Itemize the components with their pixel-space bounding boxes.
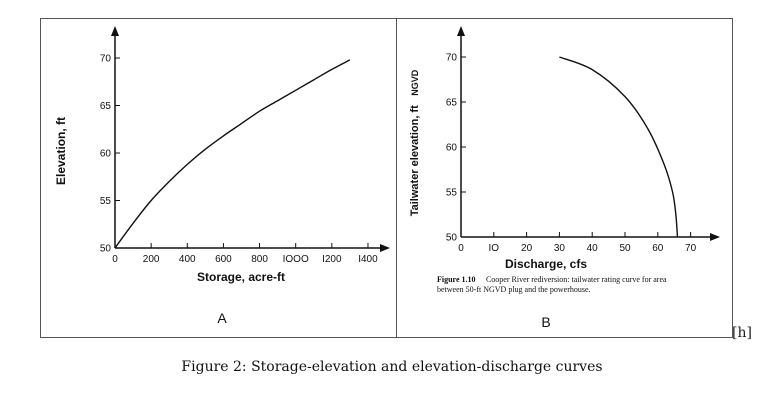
- x-tick-label: 70: [685, 243, 697, 254]
- x-tick-label: I200: [322, 254, 342, 265]
- x-tick-label: 60: [652, 243, 664, 254]
- y-tick-label: 60: [446, 143, 458, 154]
- x-tick-label: 40: [587, 243, 599, 254]
- chart-b-axes: 0 IO 20 30 40 50 60 70 50 55 60 65 70: [446, 26, 720, 254]
- x-tick-label: 0: [458, 243, 464, 254]
- x-tick-label: IOOO: [283, 254, 309, 265]
- y-tick-label: 55: [446, 188, 458, 199]
- chart-b-svg: 0 IO 20 30 40 50 60 70 50 55 60 65 70 Discharge, cfs…: [405, 26, 720, 330]
- x-tick-label: 30: [554, 243, 566, 254]
- chart-a-svg: 0 200 400 600 800 IOOO I200 I400 50 55 60 65 70 Stor…: [54, 26, 390, 326]
- chart-b-xlabel: Discharge, cfs: [505, 257, 587, 271]
- chart-b-panel-letter: B: [541, 314, 550, 330]
- y-tick-label: 55: [100, 196, 112, 207]
- panel-divider: [396, 18, 397, 338]
- x-tick-label: IO: [489, 243, 500, 254]
- y-tick-label: 65: [100, 101, 112, 112]
- chart-b-ylabel: Tailwater elevation, ft: [409, 105, 421, 216]
- chart-b-caption-label: Figure 1.10: [437, 275, 476, 284]
- figure-caption: Figure 2: Storage-elevation and elevatio…: [181, 359, 603, 375]
- x-tick-label: 0: [112, 254, 118, 265]
- y-axis-arrow: [457, 26, 465, 36]
- chart-b-caption-line2: between 50-ft NGVD plug and the powerhou…: [437, 285, 591, 294]
- x-tick-label: 20: [521, 243, 533, 254]
- chart-b-ylabel-text: Tailwater elevation, ft NGVD: [405, 69, 422, 216]
- figure-frame: [40, 18, 733, 338]
- chart-a-xlabel: Storage, acre-ft: [197, 270, 285, 284]
- x-tick-label: 200: [143, 254, 160, 265]
- y-tick-label: 70: [100, 54, 112, 65]
- series-line: [559, 56, 679, 238]
- x-axis-arrow: [710, 233, 720, 241]
- chart-a-axes: 0 200 400 600 800 IOOO I200 I400 50 55 60 65 70: [100, 26, 390, 265]
- panel-a: 0 200 400 600 800 IOOO I200 I400 50 55 60 65 70 Stor…: [41, 19, 396, 337]
- chart-b-caption-line1: Figure 1.10 Cooper River rediversion: ta…: [437, 269, 667, 286]
- x-tick-label: 600: [215, 254, 232, 265]
- y-tick-label: 50: [100, 244, 112, 255]
- y-tick-label: 60: [100, 149, 112, 160]
- y-tick-label: 50: [446, 233, 458, 244]
- x-tick-label: 50: [619, 243, 631, 254]
- chart-b-ylabel-group: Tailwater elevation, ft NGVD: [405, 69, 422, 216]
- x-axis-arrow: [380, 244, 390, 252]
- chart-b-series: [559, 56, 679, 238]
- chart-a-ylabel: Elevation, ft: [54, 117, 68, 185]
- x-tick-label: 400: [179, 254, 196, 265]
- x-tick-label: 800: [251, 254, 268, 265]
- chart-a-series: [114, 59, 351, 249]
- panel-b: 0 IO 20 30 40 50 60 70 50 55 60 65 70 Discharge, cfs…: [397, 19, 732, 337]
- y-tick-label: 65: [446, 98, 458, 109]
- chart-a-panel-letter: A: [217, 310, 227, 326]
- y-tick-label: 70: [446, 53, 458, 64]
- chart-b-ylabel-tag: NGVD: [410, 69, 420, 96]
- side-note: [h]: [732, 325, 752, 341]
- series-line: [114, 59, 351, 249]
- x-tick-label: I400: [358, 254, 378, 265]
- y-axis-arrow: [111, 26, 119, 36]
- chart-b-caption-text1: Cooper River rediversion: tailwater rati…: [486, 275, 667, 284]
